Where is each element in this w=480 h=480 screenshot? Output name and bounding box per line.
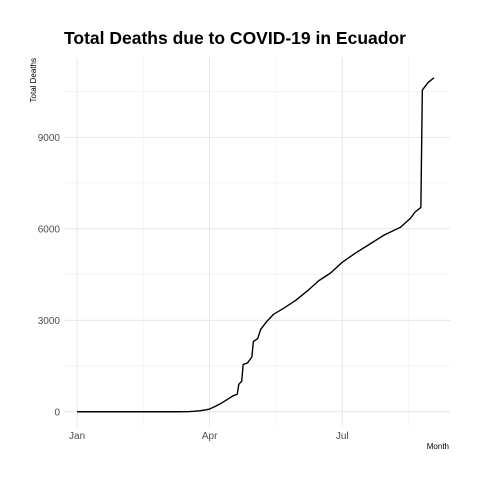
y-tick-label: 0 — [54, 407, 60, 418]
y-tick-label: 6000 — [38, 224, 61, 235]
grid — [64, 58, 450, 427]
x-tick-label: Apr — [202, 431, 218, 442]
y-axis-label: Total Deaths — [29, 58, 38, 102]
x-tick-label: Jul — [336, 431, 349, 442]
x-axis-label: Month — [427, 442, 449, 451]
y-tick-label: 3000 — [38, 316, 61, 327]
y-tick-label: 9000 — [38, 133, 61, 144]
series-layer — [77, 77, 435, 413]
series-line-total-deaths — [77, 77, 435, 413]
tick-labels: Jan Apr Jul 0 3000 6000 9000 — [38, 133, 349, 442]
chart-title: Total Deaths due to COVID-19 in Ecuador — [64, 28, 406, 48]
x-tick-label: Jan — [69, 431, 85, 442]
